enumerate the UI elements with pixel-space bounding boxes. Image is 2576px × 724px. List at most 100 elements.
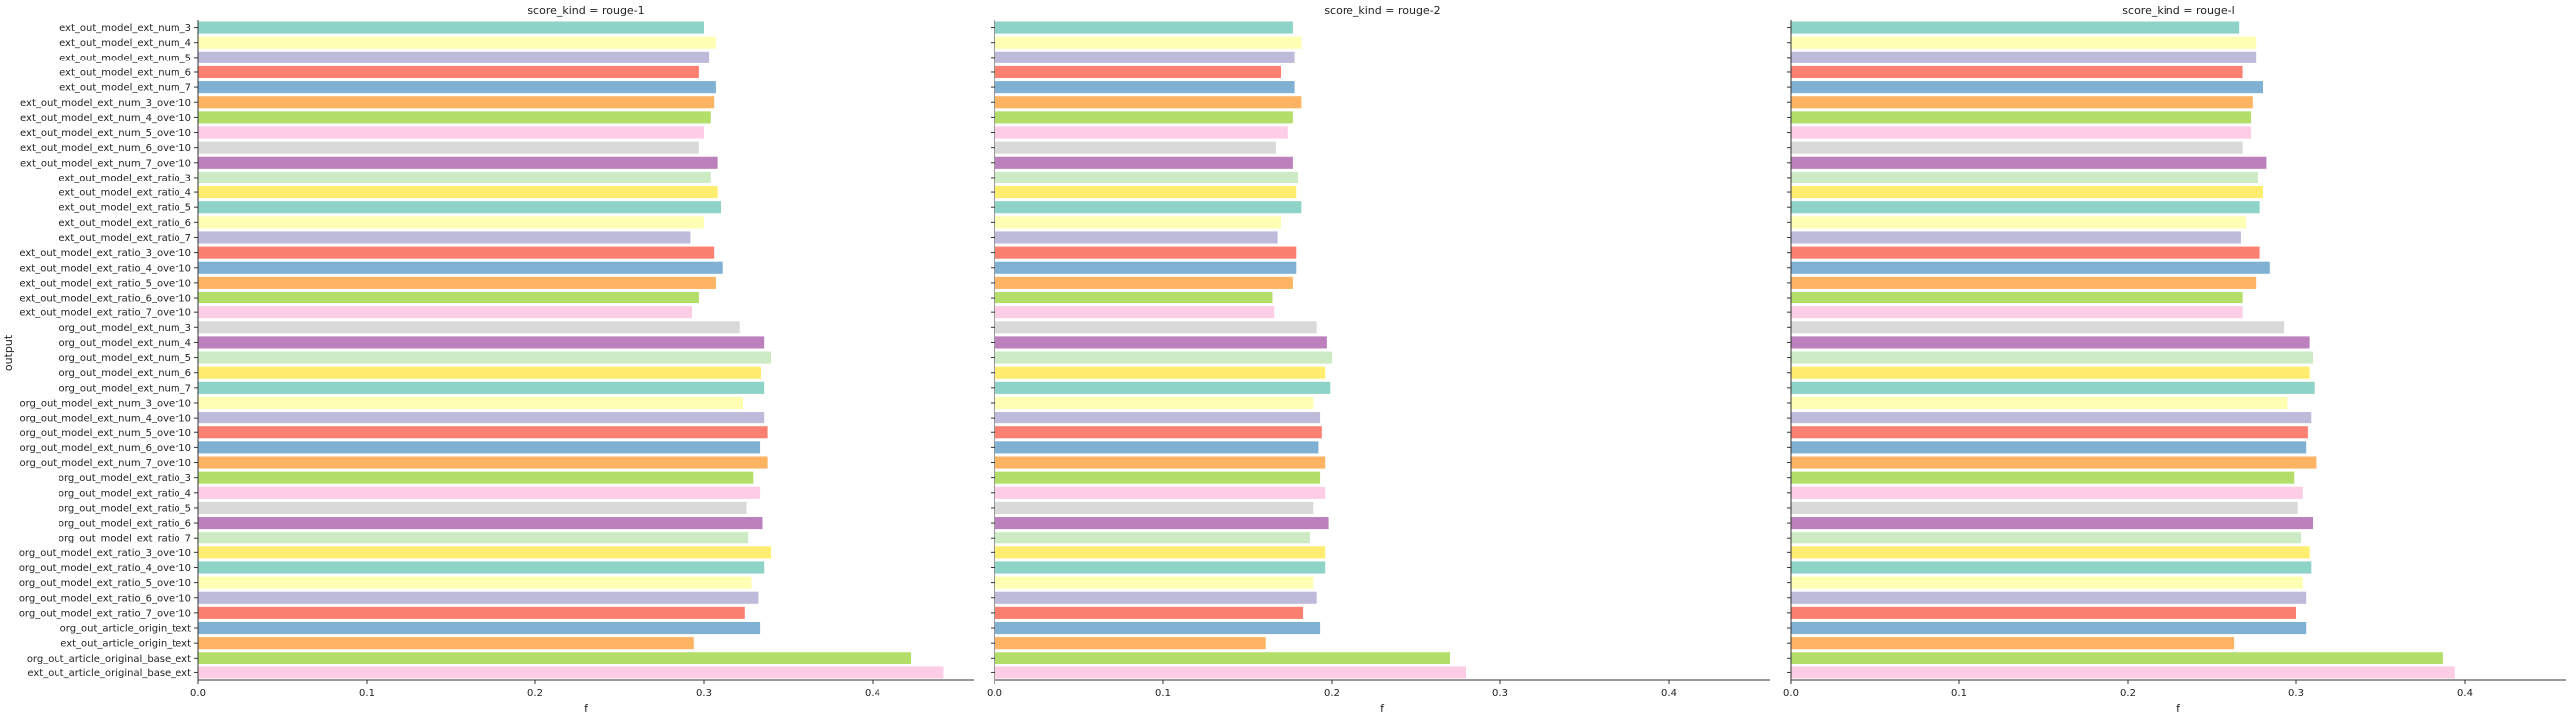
y-tick-label: org_out_model_ext_num_4 (59, 338, 191, 349)
bar (198, 276, 716, 289)
x-tick-label: 0.4 (865, 688, 880, 699)
bar (198, 517, 763, 530)
bar (198, 381, 765, 394)
y-tick-label: org_out_model_ext_num_3_over10 (19, 398, 191, 409)
bar (198, 652, 912, 664)
bar (198, 321, 740, 334)
bar (995, 81, 1295, 94)
y-tick-label: ext_out_model_ext_num_5_over10 (20, 128, 191, 139)
bar (198, 576, 752, 589)
y-tick-label: ext_out_model_ext_num_3_over10 (20, 98, 191, 109)
bar (1791, 291, 2243, 304)
x-tick-label: 0.2 (1324, 688, 1340, 699)
bar (995, 381, 1331, 394)
y-tick-label: ext_out_article_origin_text (60, 639, 191, 650)
y-tick-label: ext_out_model_ext_num_3 (59, 23, 191, 34)
bar (198, 126, 704, 139)
x-tick-label: 0.0 (190, 688, 206, 699)
bar (995, 201, 1302, 214)
bar (1791, 441, 2307, 454)
bar (995, 21, 1293, 34)
bar (198, 21, 704, 34)
y-axis-title: output (2, 334, 15, 371)
y-tick-label: ext_out_model_ext_ratio_7_over10 (19, 308, 191, 319)
bar (1791, 65, 2243, 79)
bar (198, 591, 759, 604)
bar (1791, 637, 2235, 650)
y-tick-label: org_out_model_ext_ratio_7 (59, 534, 191, 544)
bar (995, 306, 1275, 319)
bar (198, 396, 744, 410)
bar (995, 186, 1297, 199)
bar (198, 336, 765, 349)
bar (198, 532, 749, 544)
y-tick-label: ext_out_model_ext_ratio_6_over10 (19, 294, 191, 304)
y-tick-label: org_out_model_ext_ratio_7_over10 (19, 608, 191, 619)
y-tick-label: org_out_model_ext_num_7_over10 (19, 458, 191, 469)
x-axis-title: f (2176, 702, 2181, 715)
bar (198, 186, 718, 199)
panel-title: score_kind = rouge-1 (527, 4, 644, 17)
bar (995, 637, 1266, 650)
x-tick-label: 0.0 (987, 688, 1002, 699)
bar (1791, 201, 2260, 214)
bar (1791, 517, 2313, 530)
bar (1791, 546, 2310, 559)
x-axis-title: f (584, 702, 589, 715)
bar (198, 291, 699, 304)
y-tick-label: ext_out_model_ext_ratio_3_over10 (19, 248, 191, 259)
bar (995, 36, 1302, 49)
bar (1791, 96, 2253, 109)
y-tick-label: ext_out_model_ext_ratio_3 (59, 173, 191, 183)
bar (198, 621, 761, 635)
bar (1791, 81, 2263, 94)
bar (198, 36, 716, 49)
bar (198, 81, 716, 94)
y-tick-label: ext_out_model_ext_ratio_4 (59, 188, 191, 199)
bar (995, 366, 1326, 379)
x-tick-label: 0.4 (1661, 688, 1677, 699)
bar (198, 546, 771, 559)
bar (1791, 276, 2257, 289)
bar (1791, 576, 2303, 589)
y-tick-label: ext_out_model_ext_ratio_7 (59, 233, 191, 244)
y-tick-label: ext_out_model_ext_ratio_6 (59, 218, 191, 229)
y-tick-label: org_out_model_ext_ratio_3 (59, 473, 191, 484)
bar (1791, 486, 2303, 499)
y-tick-label: ext_out_model_ext_num_6_over10 (20, 143, 191, 154)
bar (1791, 231, 2241, 244)
y-tick-label: org_out_model_ext_ratio_6_over10 (19, 593, 191, 604)
bar (198, 171, 711, 183)
bar (1791, 652, 2443, 664)
bar (995, 576, 1314, 589)
bar (1791, 532, 2302, 544)
bar (198, 216, 704, 229)
bar (198, 306, 693, 319)
bar (198, 501, 747, 514)
bar (995, 486, 1326, 499)
bar (1791, 171, 2258, 183)
bar (198, 456, 768, 469)
bar (995, 51, 1295, 63)
x-axis-title: f (1380, 702, 1385, 715)
bar (198, 51, 710, 63)
bar (995, 456, 1326, 469)
x-tick-label: 0.4 (2457, 688, 2473, 699)
bar (1791, 306, 2243, 319)
y-tick-label: org_out_model_ext_ratio_6 (59, 519, 191, 530)
bar (198, 96, 715, 109)
bar (995, 65, 1281, 79)
bar (1791, 381, 2315, 394)
bar (198, 471, 754, 484)
bar (198, 561, 765, 574)
bar (1791, 36, 2257, 49)
bar (995, 606, 1304, 619)
bar (1791, 396, 2288, 410)
y-tick-label: org_out_article_original_base_ext (27, 654, 191, 664)
bar (198, 201, 721, 214)
y-tick-label: ext_out_model_ext_num_4_over10 (20, 113, 191, 124)
bar (995, 501, 1314, 514)
y-tick-label: ext_out_model_ext_num_5 (59, 53, 191, 63)
bar (198, 351, 771, 364)
